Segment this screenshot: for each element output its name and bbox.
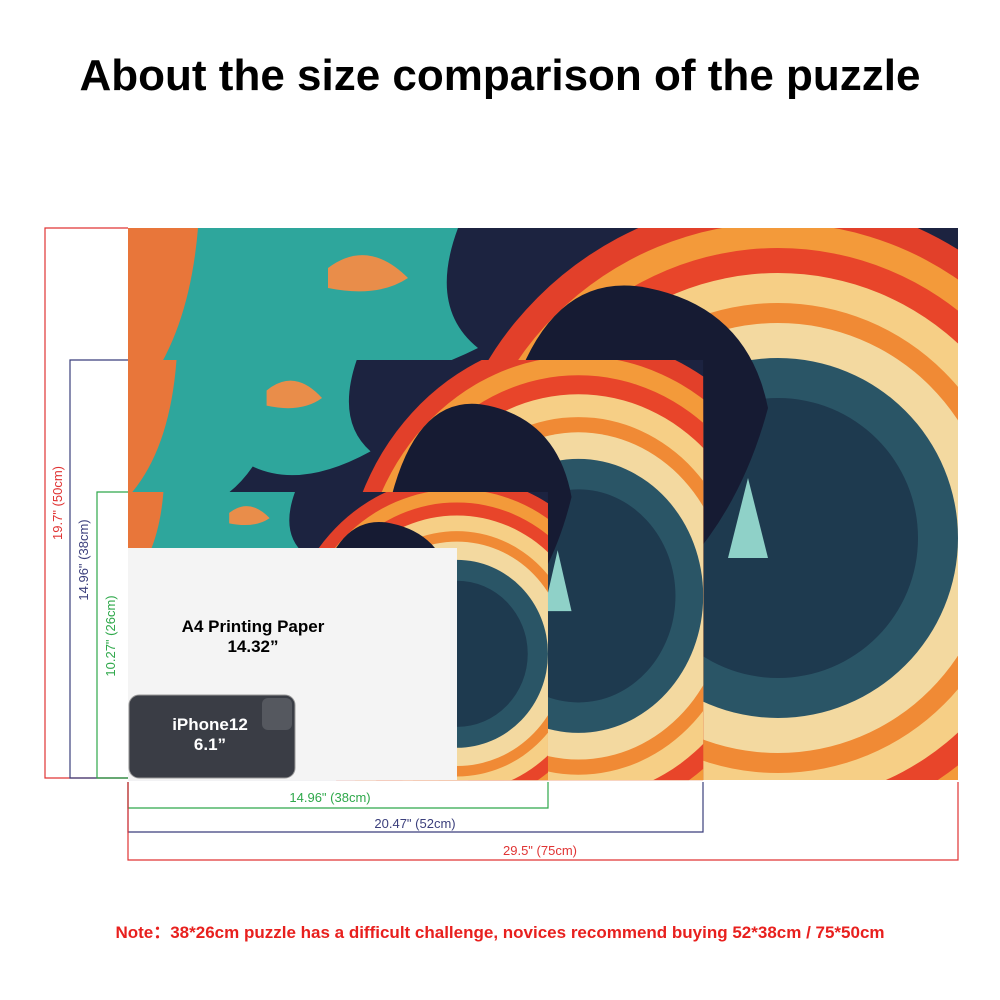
width-small: 14.96" (38cm) xyxy=(289,790,370,805)
paper-label: A4 Printing Paper xyxy=(182,617,325,636)
height-small: 10.27" (26cm) xyxy=(103,595,118,676)
title: About the size comparison of the puzzle xyxy=(80,51,921,100)
note: Note：38*26cm puzzle has a difficult chal… xyxy=(115,923,884,942)
phone xyxy=(128,694,296,779)
dimension-lines xyxy=(44,227,959,861)
phone-camera xyxy=(262,698,292,730)
phone-size: 6.1” xyxy=(194,735,226,754)
height-large: 19.7" (50cm) xyxy=(50,466,65,540)
height-medium: 14.96" (38cm) xyxy=(76,519,91,600)
width-large: 29.5" (75cm) xyxy=(503,843,577,858)
phone-label: iPhone12 xyxy=(172,715,248,734)
width-medium: 20.47" (52cm) xyxy=(374,816,455,831)
paper-size: 14.32” xyxy=(227,637,278,656)
